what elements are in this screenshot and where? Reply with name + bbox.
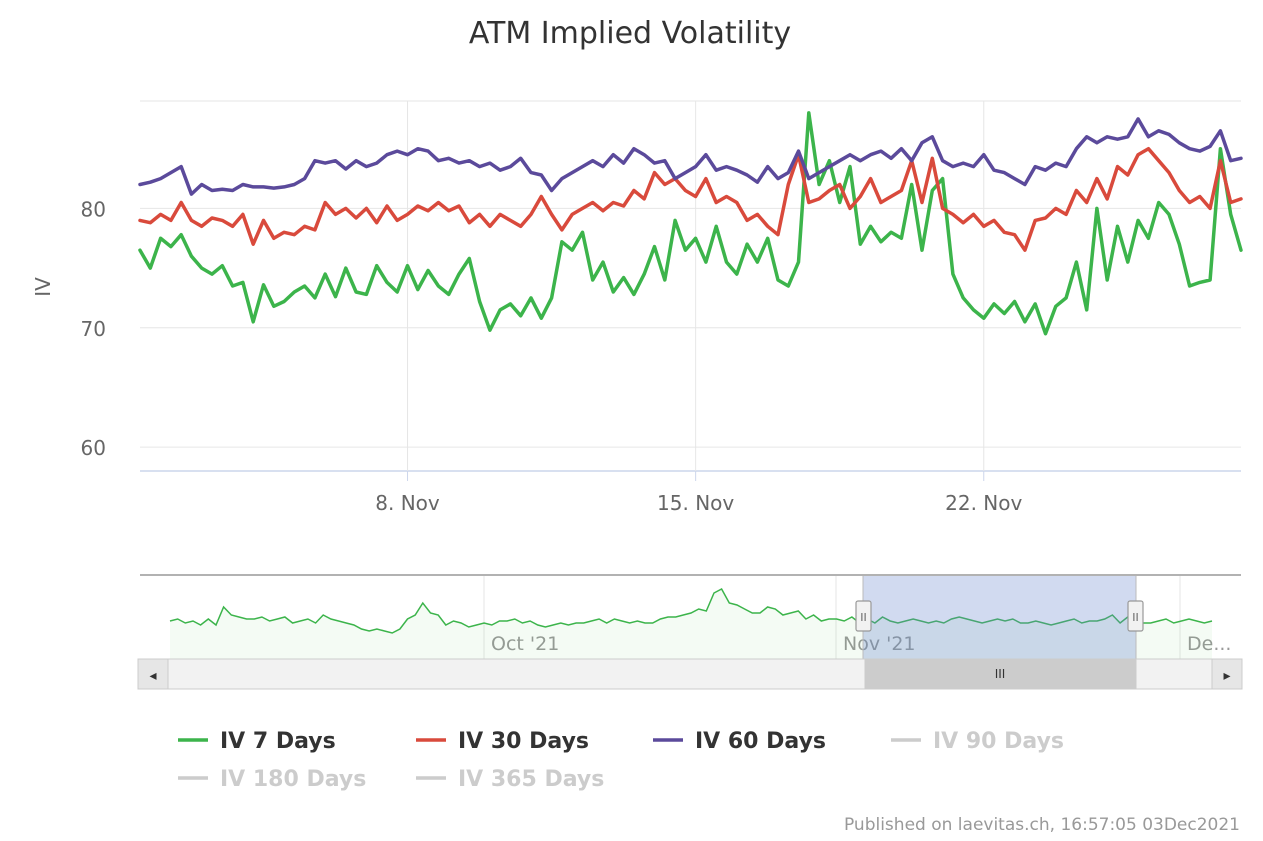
legend-label: IV 365 Days [458,767,604,792]
grid-layer [140,100,1241,481]
legend-label: IV 90 Days [933,729,1064,754]
navigator-series-line [169,587,1213,634]
x-tick-label: 22. Nov [945,491,1022,515]
series-line-iv-7-days[interactable] [138,111,1243,336]
chart-title: ATM Implied Volatility [469,16,791,51]
legend-item-iv-7-days[interactable]: IV 7 Days [178,729,336,754]
legend-label: IV 30 Days [458,729,589,754]
legend-item-iv-180-days[interactable]: IV 180 Days [178,767,366,792]
navigator-handle-left-grip: II [860,611,867,624]
navigator-handle-left[interactable]: II [855,600,872,632]
scrollbar-thumb[interactable] [864,659,1137,689]
navigator[interactable]: Oct '21 Nov '21 De... II II ◂ I [137,574,1243,690]
series-line-iv-60-days[interactable] [138,117,1243,196]
navigator-x-label: Nov '21 [843,633,916,655]
legend-item-iv-90-days[interactable]: IV 90 Days [891,729,1064,754]
credit-text[interactable]: Published on laevitas.ch, 16:57:05 03Dec… [844,815,1240,835]
legend-label: IV 7 Days [220,729,336,754]
legend-item-iv-60-days[interactable]: IV 60 Days [653,729,826,754]
navigator-handle-right-grip: II [1132,611,1139,624]
navigator-x-label: De... [1187,633,1231,655]
y-axis-title: IV [31,277,55,297]
navigator-x-label: Oct '21 [491,633,559,655]
scroll-left-arrow-icon: ◂ [149,668,156,684]
scrollbar-left-button[interactable]: ◂ [137,658,169,690]
scrollbar-thumb-grip: III [995,667,1006,681]
scrollbar-right-button[interactable]: ▸ [1211,658,1243,690]
x-axis-labels: 8. Nov 15. Nov 22. Nov [375,491,1022,515]
navigator-series-area [170,589,1212,659]
legend-label: IV 180 Days [220,767,366,792]
series-layer [138,111,1243,336]
legend-item-iv-365-days[interactable]: IV 365 Days [416,767,604,792]
navigator-handle-right[interactable]: II [1127,600,1144,632]
y-tick-label: 70 [81,317,106,341]
series-line-iv-30-days[interactable] [138,146,1243,252]
navigator-selection[interactable] [863,576,1136,659]
legend-item-iv-30-days[interactable]: IV 30 Days [416,729,589,754]
y-tick-label: 60 [81,436,106,460]
legend-label: IV 60 Days [695,729,826,754]
y-tick-label: 80 [81,197,106,221]
legend: IV 7 Days IV 30 Days IV 60 Days IV 90 Days I… [178,729,1064,792]
navigator-labels: Oct '21 Nov '21 De... [491,633,1231,655]
scroll-right-arrow-icon: ▸ [1223,668,1230,684]
x-tick-label: 8. Nov [375,491,440,515]
navigator-scrollbar[interactable]: ◂ III ▸ [137,658,1243,690]
x-tick-label: 15. Nov [657,491,734,515]
y-axis-labels: 60 70 80 [81,197,106,460]
navigator-grid [483,576,1181,659]
